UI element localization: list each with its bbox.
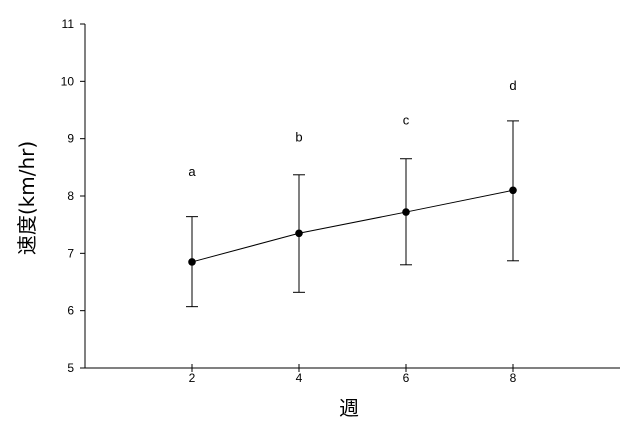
y-tick-label-6: 6 — [67, 304, 74, 318]
x-tick-label-6: 6 — [403, 371, 410, 385]
y-tick-label-7: 7 — [67, 246, 74, 260]
x-tick-label-4: 4 — [296, 371, 303, 385]
annotation-b: b — [295, 130, 302, 145]
data-point-8 — [509, 186, 517, 195]
y-tick-label-11: 11 — [62, 17, 75, 31]
annotation-c: c — [403, 112, 410, 127]
y-tick-label-5: 5 — [67, 361, 74, 375]
x-tick-label-8: 8 — [510, 371, 517, 385]
y-tick-label-10: 10 — [61, 74, 75, 88]
y-axis-label: 速度(km/hr) — [15, 141, 39, 255]
series-0-line — [191, 189, 514, 263]
x-axis-label: 週 — [339, 396, 359, 420]
annotation-d: d — [509, 78, 516, 93]
data-point-6 — [402, 208, 410, 216]
plot-area: 5 6 7 8 9 10 11 2 4 6 8 a b c d — [61, 17, 620, 385]
y-tick-label-8: 8 — [67, 189, 74, 203]
data-point-2 — [188, 258, 196, 266]
x-tick-label-2: 2 — [189, 371, 196, 385]
y-tick-label-9: 9 — [67, 132, 74, 146]
annotation-a: a — [188, 164, 196, 179]
data-point-4 — [295, 229, 303, 238]
